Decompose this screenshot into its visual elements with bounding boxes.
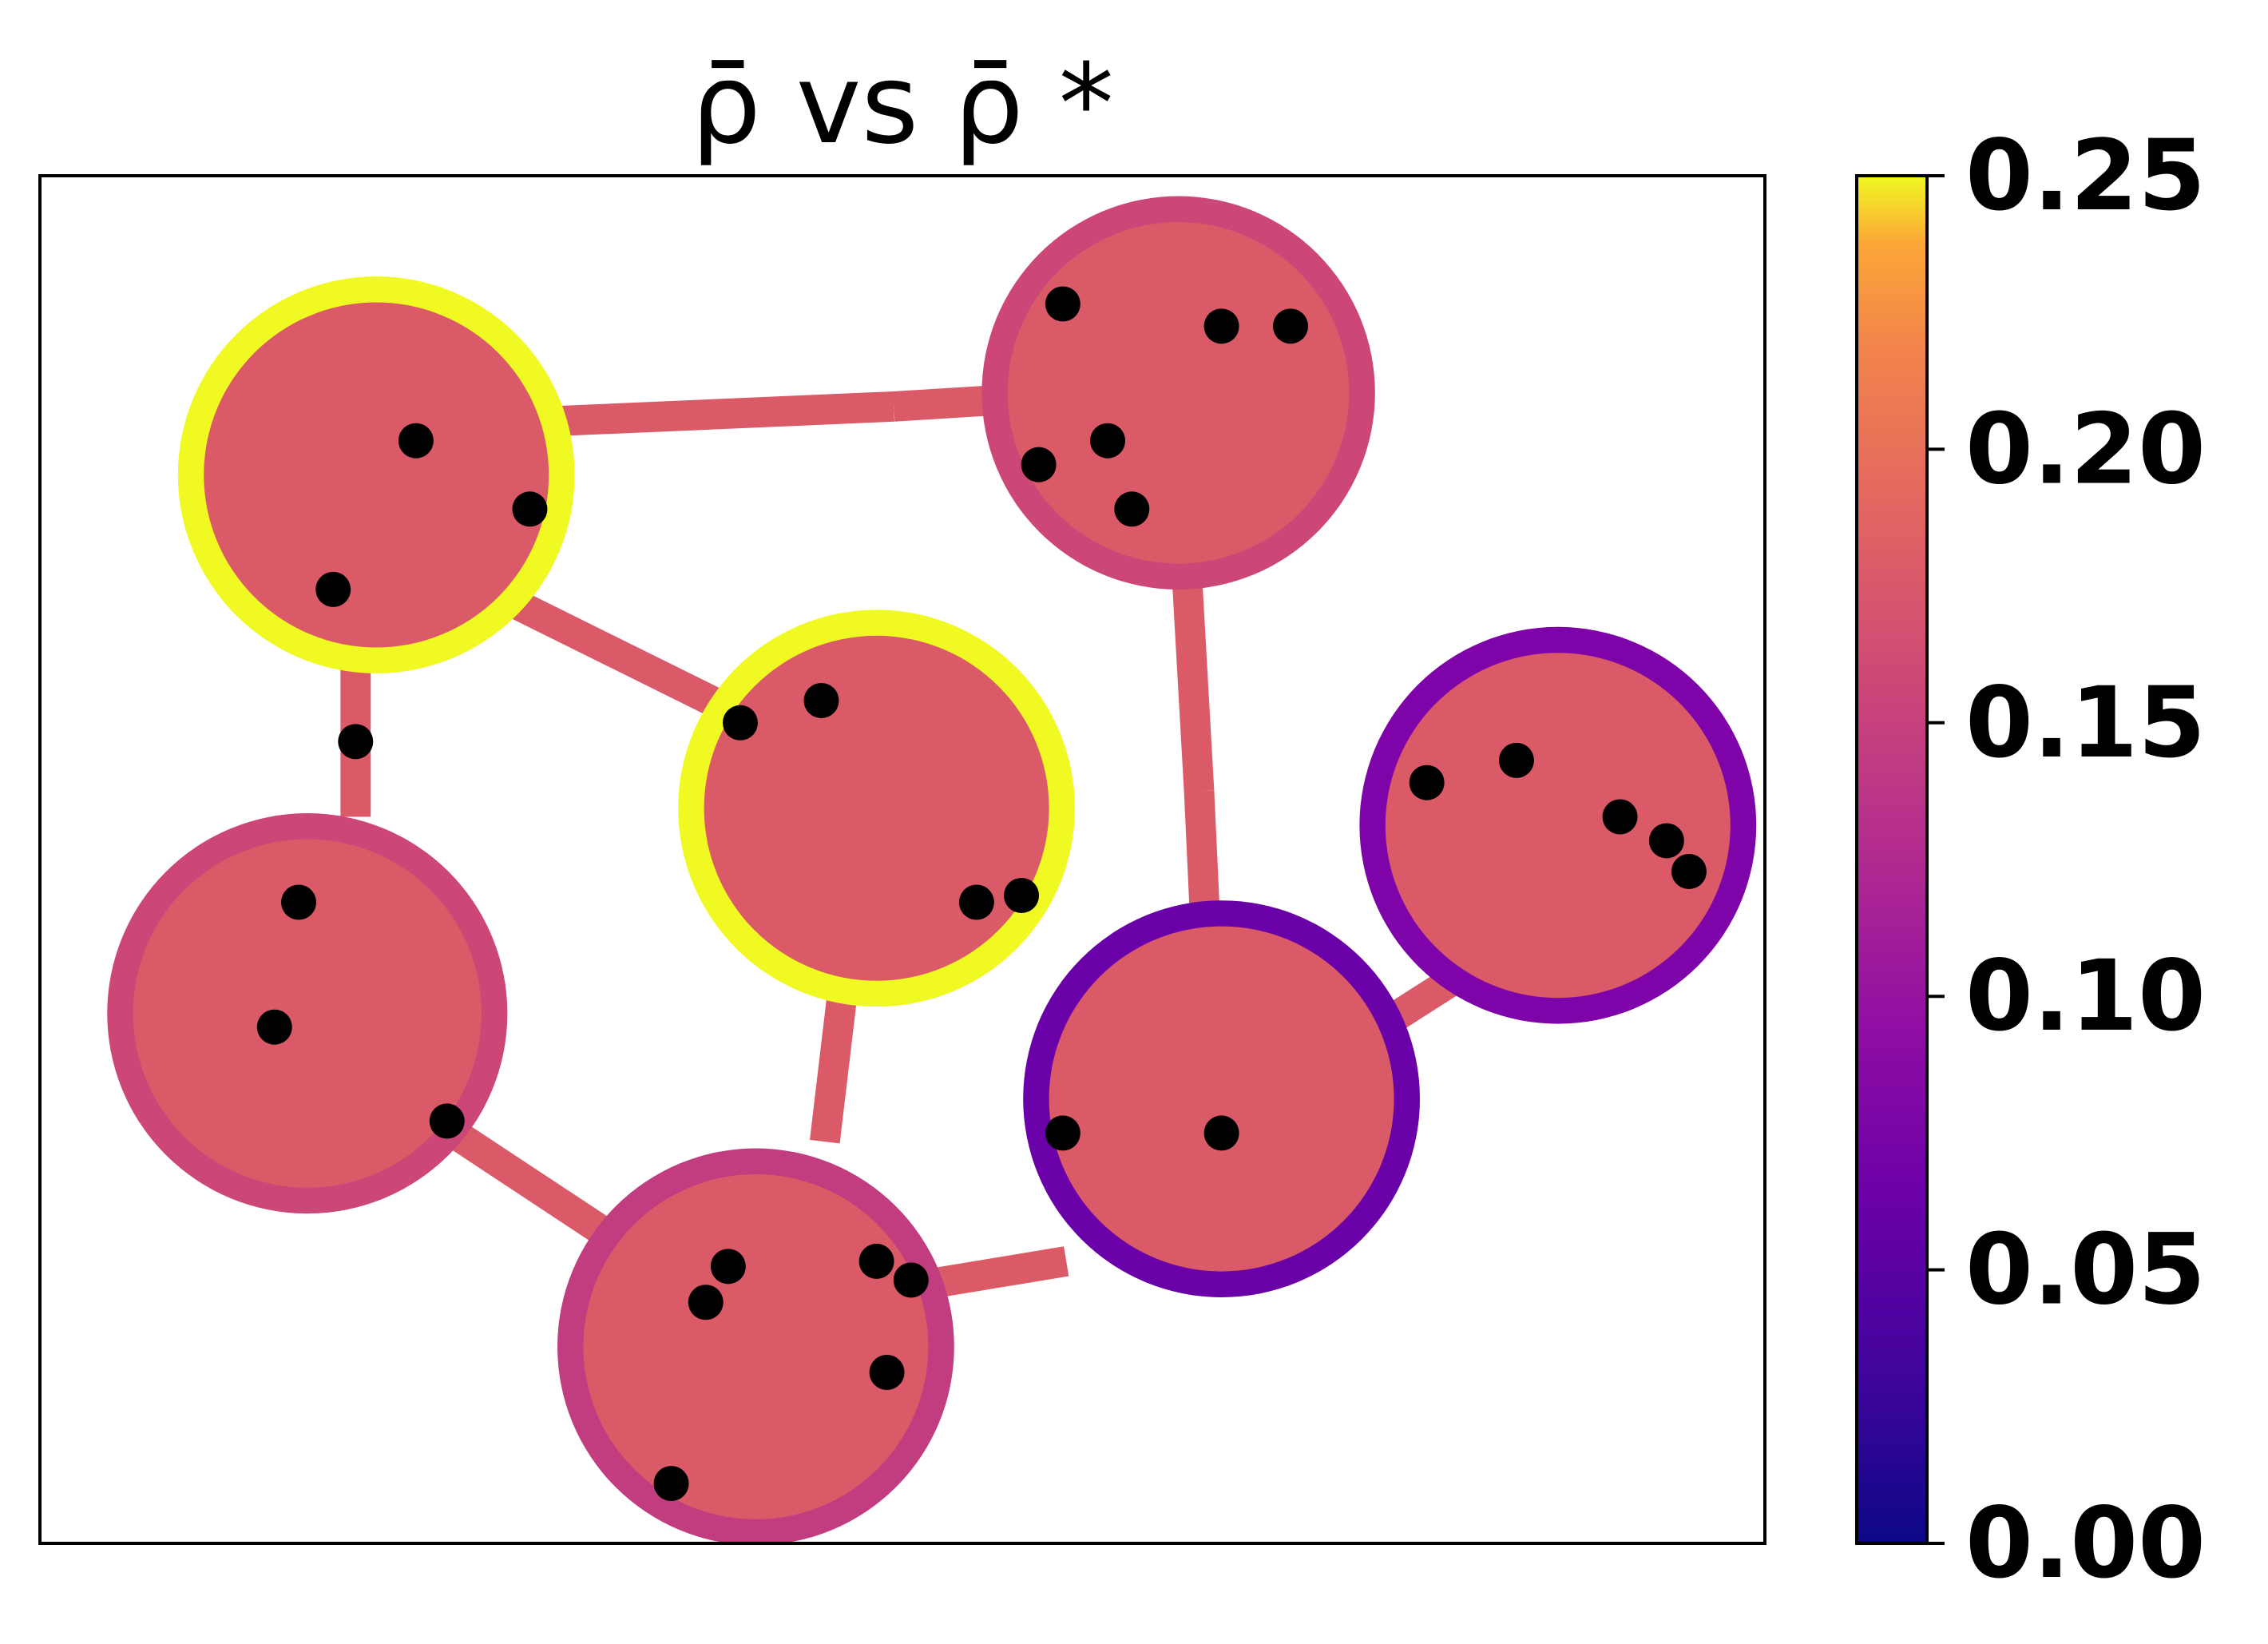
colorbar-tick-label: 0.00 bbox=[1965, 1487, 2206, 1600]
corridor-6 bbox=[810, 994, 858, 1144]
data-point bbox=[1114, 491, 1150, 527]
data-point bbox=[1602, 799, 1638, 835]
data-point bbox=[1648, 823, 1684, 859]
colorbar-tick-label: 0.15 bbox=[1965, 666, 2206, 780]
region-interior-F bbox=[1049, 926, 1394, 1272]
data-point bbox=[1671, 853, 1707, 889]
colorbar bbox=[1855, 174, 1929, 1545]
colorbar-ticks: 0.00 0.05 0.10 0.15 0.20 0.25 bbox=[1927, 119, 2206, 1600]
region-interior-B bbox=[1007, 221, 1350, 564]
data-point bbox=[315, 571, 351, 607]
data-point bbox=[1090, 423, 1126, 459]
data-point bbox=[803, 682, 839, 718]
data-point bbox=[893, 1262, 929, 1298]
data-point bbox=[1203, 308, 1239, 344]
colorbar-tick-label: 0.05 bbox=[1965, 1213, 2206, 1327]
colorbar-tick-label: 0.25 bbox=[1965, 119, 2206, 232]
data-point bbox=[256, 1009, 292, 1045]
data-point bbox=[398, 423, 434, 459]
data-point bbox=[1004, 877, 1040, 913]
region-interior-D bbox=[133, 839, 482, 1188]
data-point bbox=[722, 705, 758, 741]
data-point bbox=[1045, 1115, 1080, 1151]
data-point bbox=[1273, 308, 1308, 344]
data-point bbox=[281, 884, 316, 920]
region-interior-C bbox=[704, 635, 1049, 981]
data-point bbox=[429, 1103, 465, 1139]
data-point bbox=[338, 724, 374, 760]
region-interior-A bbox=[204, 302, 549, 648]
data-point bbox=[710, 1249, 746, 1285]
colorbar-tick-label: 0.10 bbox=[1965, 939, 2206, 1053]
region-interior-G bbox=[583, 1173, 929, 1519]
data-point bbox=[1021, 447, 1057, 482]
data-point bbox=[1045, 286, 1080, 322]
plot-frame bbox=[38, 174, 1766, 1545]
data-point bbox=[958, 884, 994, 920]
data-point bbox=[1409, 764, 1445, 800]
region-interior-E bbox=[1385, 653, 1731, 999]
colorbar-tick-label: 0.20 bbox=[1965, 392, 2206, 506]
corridor-5 bbox=[1184, 790, 1219, 903]
data-point bbox=[512, 491, 548, 527]
data-point bbox=[858, 1243, 894, 1279]
corridor-7 bbox=[445, 1120, 618, 1249]
data-point bbox=[1498, 742, 1534, 778]
plot-content bbox=[107, 196, 1757, 1543]
chart-title: ρ̄ vs ρ̄ * bbox=[691, 40, 1113, 169]
data-point bbox=[1203, 1115, 1239, 1151]
data-point bbox=[653, 1466, 689, 1502]
corridor-4 bbox=[1172, 576, 1215, 792]
data-point bbox=[688, 1285, 724, 1320]
data-point bbox=[869, 1355, 905, 1390]
